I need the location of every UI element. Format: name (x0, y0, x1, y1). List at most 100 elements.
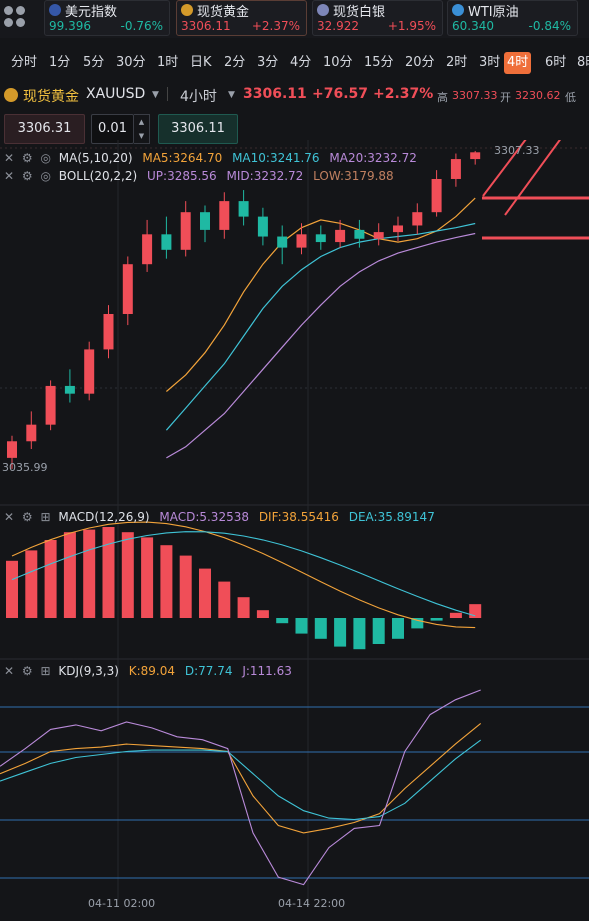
lots-input[interactable]: 0.01 (91, 114, 134, 144)
candle-body (315, 234, 326, 243)
candle-body (103, 314, 114, 350)
dea-line (11, 531, 476, 617)
ticker-change: +1.95% (387, 19, 436, 33)
period-tab[interactable]: 5分 (83, 55, 105, 70)
candle-body (450, 159, 461, 179)
settings-icon[interactable]: ⚙ (21, 151, 33, 165)
period-tab[interactable]: 分时 (11, 55, 38, 70)
macd-bar (372, 618, 385, 644)
sell-price-box[interactable]: 3306.31 (4, 114, 85, 144)
boll-low-value: LOW:3179.88 (313, 169, 394, 183)
period-tab[interactable]: 2时 (446, 55, 468, 70)
buy-price-box[interactable]: 3306.11 (158, 114, 238, 144)
chart-area[interactable]: ✕ ⚙ ◎ MA(5,10,20) MA5:3264.70 MA10:3241.… (0, 99, 589, 921)
candle-body (122, 264, 133, 314)
add-icon[interactable]: ⊞ (40, 510, 51, 524)
close-icon[interactable]: ✕ (4, 510, 15, 524)
candle-body (277, 236, 288, 248)
ticker-card[interactable]: WTI原油 60.340 -0.84% (447, 0, 578, 36)
period-tab[interactable]: 20分 (405, 55, 435, 70)
period-tab[interactable]: 10分 (323, 55, 353, 70)
candle-body (296, 234, 307, 248)
macd-bar (199, 568, 211, 618)
kdj-j-line (0, 689, 481, 886)
period-tab[interactable]: 1分 (49, 55, 71, 70)
candle-body (7, 441, 17, 458)
candle-body (354, 229, 365, 239)
ticker-price: 60.340 (452, 19, 494, 33)
dif-line (11, 521, 476, 629)
lots-stepper[interactable]: ▲ ▼ (134, 114, 150, 144)
period-tab[interactable]: 3时 (479, 55, 501, 70)
symbol-name[interactable]: 现货黄金 (23, 89, 79, 105)
ticker-name: 现货白银 (333, 5, 386, 20)
macd-bar (334, 618, 347, 647)
eye-icon[interactable]: ◎ (40, 151, 51, 165)
macd-name: MACD(12,26,9) (58, 510, 150, 524)
macd-bar (392, 618, 404, 639)
close-icon[interactable]: ✕ (4, 169, 15, 183)
period-tab[interactable]: 8时 (577, 55, 589, 70)
period-tab[interactable]: 1时 (157, 55, 179, 70)
add-icon[interactable]: ⊞ (40, 664, 51, 678)
candle-body (84, 349, 95, 394)
candle-body (373, 232, 384, 239)
candle-body (200, 212, 210, 230)
ma-name: MA(5,10,20) (58, 151, 133, 165)
period-tab[interactable]: 4时 (504, 52, 532, 74)
ma-line-ma10 (165, 222, 476, 431)
ticker-name: 现货黄金 (197, 5, 250, 20)
high-value: 3307.33 (452, 89, 498, 102)
candle-body (431, 178, 442, 213)
eye-icon[interactable]: ◎ (40, 169, 51, 183)
chart-svg[interactable] (0, 99, 589, 921)
ma20-value: MA20:3232.72 (329, 151, 417, 165)
candle-body (64, 385, 75, 394)
candle-body (142, 234, 153, 265)
period-tab[interactable]: 6时 (545, 55, 567, 70)
interval-select[interactable]: 4小时 (180, 89, 217, 105)
close-icon[interactable]: ✕ (4, 151, 15, 165)
interval-dropdown-icon[interactable]: ▼ (228, 90, 235, 100)
kdj-legend: ✕ ⚙ ⊞ KDJ(9,3,3) K:89.04 D:77.74 J:111.6… (4, 664, 298, 678)
macd-bar (218, 581, 231, 618)
ticker-card[interactable]: 现货黄金 3306.11 +2.37% (176, 0, 307, 36)
grid-menu-icon[interactable] (2, 2, 32, 34)
stepper-up-icon[interactable]: ▲ (138, 118, 145, 126)
period-tab[interactable]: 日K (190, 55, 212, 70)
ticker-card[interactable]: 现货白银 32.922 +1.95% (312, 0, 443, 36)
period-tab[interactable]: 2分 (224, 55, 246, 70)
settings-icon[interactable]: ⚙ (21, 510, 33, 524)
gold-coin-icon (4, 88, 18, 102)
boll-legend: ✕ ⚙ ◎ BOLL(20,2,2) UP:3285.56 MID:3232.7… (4, 169, 400, 183)
divider (167, 87, 168, 101)
macd-bar (25, 550, 38, 618)
ticker-card[interactable]: 美元指数 99.396 -0.76% (44, 0, 170, 36)
settings-icon[interactable]: ⚙ (21, 169, 33, 183)
macd-bar (6, 560, 18, 618)
open-label: 开 (500, 91, 511, 104)
period-tab[interactable]: 15分 (364, 55, 394, 70)
settings-icon[interactable]: ⚙ (21, 664, 33, 678)
ticker-price: 3306.11 (181, 19, 231, 33)
current-price: 3306.11 (243, 86, 307, 102)
stepper-down-icon[interactable]: ▼ (138, 132, 145, 140)
macd-bar (179, 555, 192, 618)
ma10-value: MA10:3241.76 (232, 151, 320, 165)
candle-body (470, 152, 481, 160)
close-icon[interactable]: ✕ (4, 664, 15, 678)
period-tab[interactable]: 3分 (257, 55, 279, 70)
macd-bar (430, 618, 443, 621)
ticker-change: -0.76% (120, 19, 163, 33)
us-flag-icon (49, 4, 61, 16)
j-value: J:111.63 (242, 664, 292, 678)
macd-legend: ✕ ⚙ ⊞ MACD(12,26,9) MACD:5.32538 DIF:38.… (4, 510, 441, 524)
period-tab[interactable]: 30分 (116, 55, 146, 70)
macd-bar (102, 527, 115, 618)
period-tab[interactable]: 4分 (290, 55, 312, 70)
symbol-code[interactable]: XAUUSD (86, 86, 146, 102)
symbol-dropdown-icon[interactable]: ▼ (152, 90, 159, 100)
ma-legend: ✕ ⚙ ◎ MA(5,10,20) MA5:3264.70 MA10:3241.… (4, 151, 423, 165)
kdj-k-line (0, 722, 482, 834)
